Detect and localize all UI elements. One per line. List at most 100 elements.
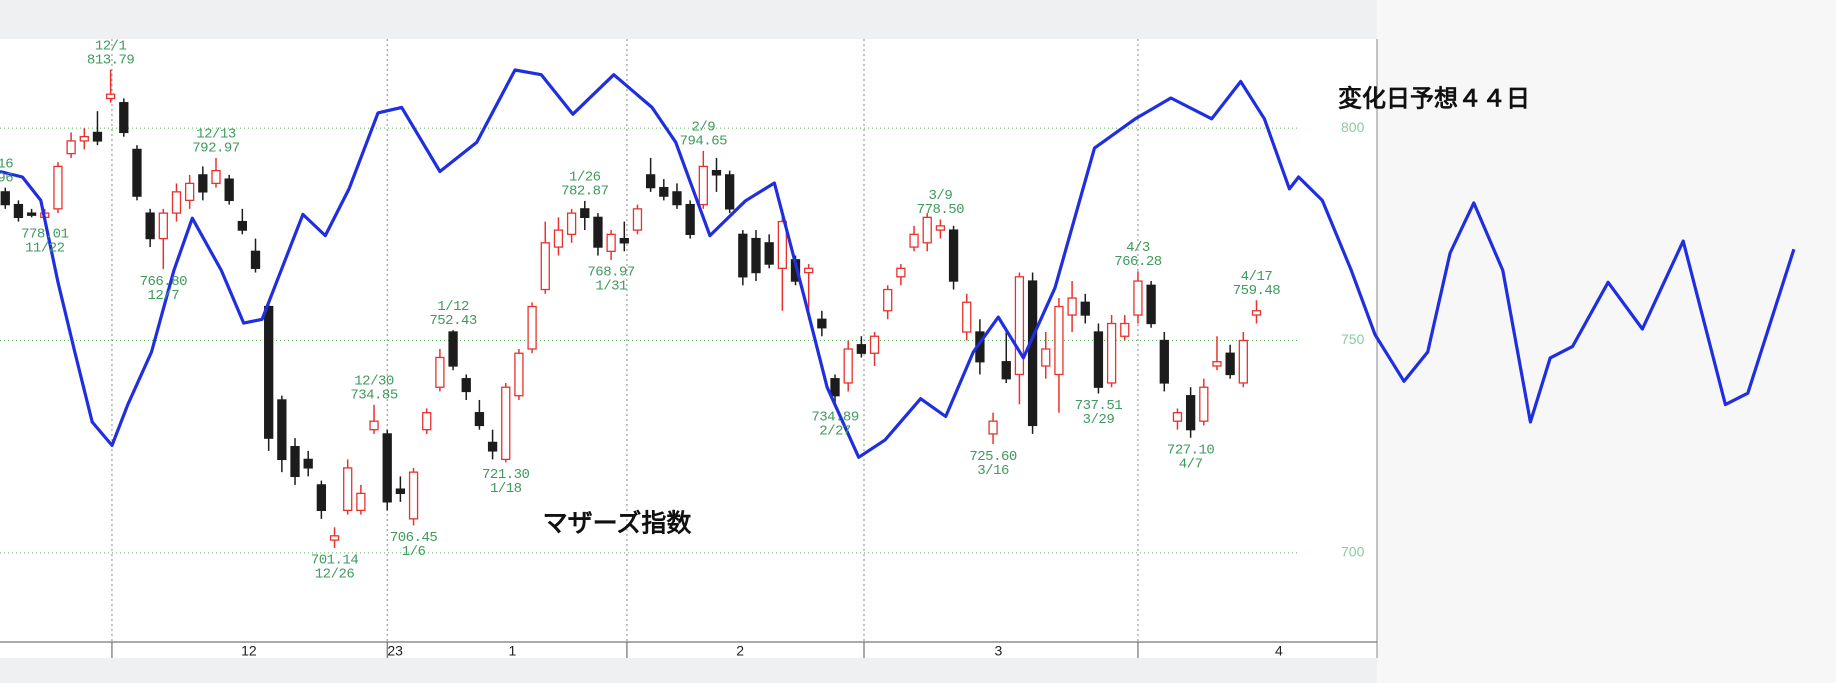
price-annotation: 734.85 bbox=[350, 388, 398, 404]
x-tick-label: 4 bbox=[1275, 643, 1283, 659]
candle-body bbox=[1212, 361, 1222, 367]
price-annotation: 721.30 bbox=[482, 467, 530, 483]
price-annotation: 782.87 bbox=[561, 184, 609, 200]
price-annotation: 734.89 bbox=[811, 409, 859, 425]
candle-body bbox=[988, 420, 998, 435]
candle-body bbox=[79, 136, 89, 142]
price-annotation: 725.60 bbox=[969, 449, 1017, 465]
candle-body bbox=[830, 378, 840, 397]
candle-body bbox=[198, 174, 208, 193]
candle-body bbox=[26, 212, 37, 216]
candle-body bbox=[514, 352, 524, 397]
candle-body bbox=[132, 148, 142, 197]
price-annotation: 12/30 bbox=[354, 374, 394, 390]
forecast-annotation: 変化日予想４４日 bbox=[1338, 84, 1530, 112]
candle-body bbox=[1014, 276, 1025, 376]
candle-body bbox=[158, 212, 168, 240]
candle-body bbox=[909, 233, 919, 248]
grid-layer bbox=[0, 39, 1300, 658]
candle-body bbox=[224, 178, 234, 202]
candle-body bbox=[1172, 412, 1183, 422]
candle-body bbox=[1185, 395, 1196, 431]
candle-body bbox=[738, 233, 748, 278]
candle-body bbox=[566, 212, 577, 235]
candle-body bbox=[66, 140, 76, 155]
price-annotation: 701.14 bbox=[311, 553, 359, 569]
candle-body bbox=[580, 208, 590, 219]
candle-body bbox=[395, 488, 406, 495]
candle-body bbox=[422, 412, 432, 431]
candle-body bbox=[185, 182, 195, 202]
price-annotation: 766.80 bbox=[140, 274, 188, 290]
y-tick-label: 800 bbox=[1341, 119, 1365, 135]
price-annotation: 12/26 bbox=[315, 567, 355, 583]
candle-body bbox=[329, 535, 340, 541]
price-annotation: 1/26 bbox=[569, 170, 601, 186]
price-annotation: 2/27 bbox=[819, 423, 851, 439]
candle-body bbox=[250, 250, 261, 269]
candle-body bbox=[896, 267, 906, 278]
price-annotation: 778.50 bbox=[917, 202, 965, 218]
y-tick-label: 750 bbox=[1341, 331, 1365, 347]
candle-body bbox=[777, 220, 787, 269]
candle-body bbox=[645, 174, 656, 189]
candle-body bbox=[698, 165, 708, 206]
price-annotation: 4/7 bbox=[1179, 456, 1203, 472]
candle-body bbox=[1238, 339, 1248, 384]
candle-body bbox=[804, 267, 814, 274]
price-annotation: 766.28 bbox=[1114, 254, 1162, 270]
candle-body bbox=[435, 356, 445, 388]
price-annotation: 1/31 bbox=[595, 279, 627, 295]
price-annotation: 1/6 bbox=[402, 544, 426, 560]
price-annotation: 768.97 bbox=[587, 265, 635, 281]
candle-body bbox=[119, 102, 129, 134]
candle-body bbox=[264, 305, 274, 439]
candle-body bbox=[501, 386, 511, 461]
price-annotation: 4/17 bbox=[1241, 269, 1273, 285]
candle-body bbox=[448, 331, 458, 367]
candle-body bbox=[356, 492, 366, 512]
candle-body bbox=[843, 348, 853, 384]
candle-body bbox=[461, 378, 471, 393]
line-layer bbox=[0, 68, 1796, 459]
candle-body bbox=[408, 471, 419, 520]
price-annotation: 3/9 bbox=[929, 188, 953, 204]
price-annotation: 752.43 bbox=[429, 313, 477, 329]
candle-body bbox=[13, 203, 24, 219]
x-tick-label: 12 bbox=[241, 643, 257, 659]
candle-body bbox=[145, 212, 155, 240]
price-annotation: 1/12 bbox=[437, 299, 469, 315]
plot-area bbox=[0, 39, 1377, 658]
candle-body bbox=[1133, 280, 1143, 316]
x-tick-label: 2 bbox=[736, 643, 744, 659]
candle-body bbox=[1027, 280, 1038, 427]
price-annotation: 794.65 bbox=[680, 134, 728, 150]
candle-body bbox=[474, 412, 485, 427]
candle-body bbox=[856, 344, 867, 354]
candle-body bbox=[725, 174, 735, 210]
y-tick-label: 700 bbox=[1341, 544, 1365, 560]
candle-body bbox=[303, 458, 313, 469]
candle-body bbox=[659, 186, 669, 197]
right-panel bbox=[1377, 0, 1836, 683]
candle-body bbox=[869, 335, 880, 354]
price-annotation: 727.10 bbox=[1167, 442, 1215, 458]
candle-body bbox=[0, 191, 10, 206]
candle-body bbox=[764, 242, 774, 265]
price-annotation: 12/7 bbox=[148, 288, 180, 304]
candle-body bbox=[1225, 352, 1235, 376]
price-annotation: 12/1 bbox=[95, 38, 127, 54]
chart-title: マザーズ指数 bbox=[543, 509, 693, 538]
candle-body bbox=[1251, 310, 1262, 316]
candle-body bbox=[92, 131, 103, 142]
candle-body bbox=[935, 225, 946, 231]
cycle-line bbox=[0, 68, 1796, 459]
candle-body bbox=[1041, 348, 1051, 367]
price-annotation: 778.01 bbox=[21, 226, 69, 242]
candle-body bbox=[105, 93, 116, 100]
candle-body bbox=[593, 216, 603, 248]
price-annotation: 11/22 bbox=[25, 240, 65, 256]
